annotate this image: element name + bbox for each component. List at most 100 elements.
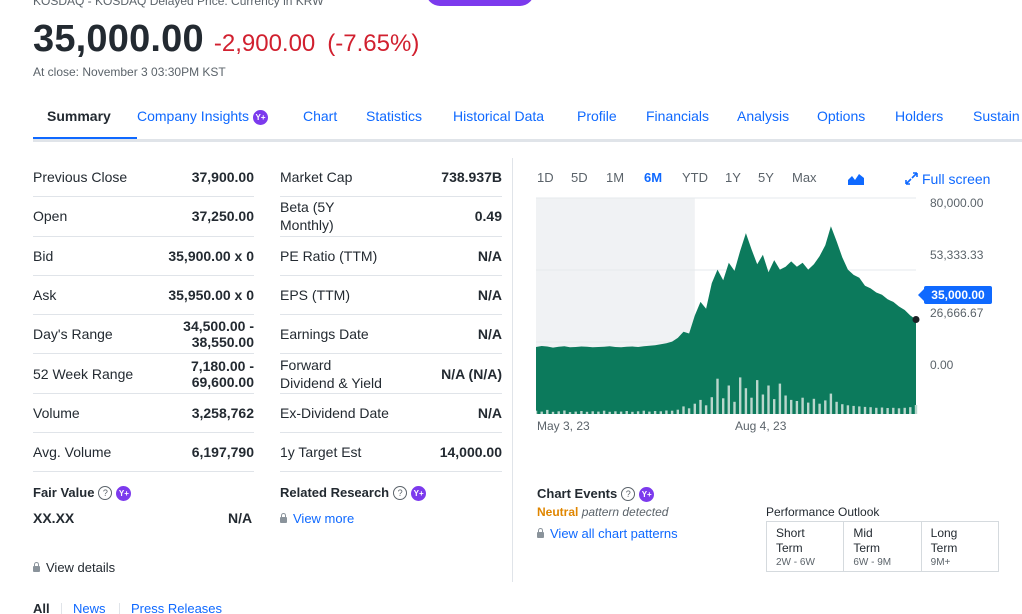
mountain-chart-icon[interactable] (848, 172, 864, 186)
tab-summary[interactable]: Summary (47, 108, 111, 124)
range-ytd[interactable]: YTD (682, 170, 708, 185)
volume-bar (699, 399, 702, 414)
tab-statistics[interactable]: Statistics (366, 108, 422, 124)
performance-outlook-title: Performance Outlook (766, 505, 880, 519)
volume-bar (795, 401, 799, 414)
tab-chart[interactable]: Chart (303, 108, 337, 124)
news-tab-news[interactable]: News (73, 601, 106, 614)
active-tab-indicator (33, 137, 137, 139)
tab-holders[interactable]: Holders (895, 108, 943, 124)
stat-label: Avg. Volume (33, 444, 112, 461)
volume-bar (903, 407, 906, 414)
related-research-title-text: Related Research (280, 485, 390, 500)
range-low: 7,180.00 - (190, 357, 254, 374)
stat-value: 738.937B (441, 169, 502, 186)
stat-value: 35,950.00 x 0 (168, 287, 254, 304)
stat-label: Volume (33, 404, 80, 421)
volume-bar (659, 411, 662, 414)
fullscreen-label: Full screen (922, 171, 991, 187)
tab-company-insights[interactable]: Company Insights Y+ (137, 108, 269, 125)
volume-bar (585, 411, 589, 414)
stat-value: 0.49 (474, 208, 502, 225)
performance-outlook-table[interactable]: Short Term 2W - 6W Mid Term 6W - 9M Long… (766, 521, 999, 572)
volume-bar (536, 410, 538, 414)
volume-bar (858, 406, 861, 414)
tab-label: Financials (646, 108, 710, 124)
view-chart-patterns-link[interactable]: View all chart patterns (537, 526, 678, 541)
volume-bar (756, 380, 759, 414)
help-icon[interactable]: ? (621, 487, 636, 501)
stat-value: 6,197,790 (191, 444, 254, 461)
volume-bar (909, 407, 912, 414)
range-6m[interactable]: 6M (644, 170, 663, 185)
volume-bar (602, 410, 606, 414)
lock-icon (280, 513, 287, 523)
tab-separator (61, 603, 62, 614)
upgrade-button[interactable] (426, 0, 534, 6)
stat-label: Previous Close (33, 169, 128, 186)
stat-row-target-est: 1y Target Est 14,000.00 (280, 433, 502, 473)
tab-historical-data[interactable]: Historical Data (453, 108, 544, 124)
stat-value: 3,258,762 (191, 404, 254, 421)
view-details-link[interactable]: View details (33, 560, 115, 575)
volume-bar (863, 406, 867, 414)
label-line: Beta (5Y (280, 199, 335, 216)
stat-label: Ask (33, 287, 57, 304)
stat-label: EPS (TTM) (280, 287, 350, 304)
range-1m[interactable]: 1M (606, 170, 625, 185)
stat-row-earnings-date: Earnings Date N/A (280, 315, 502, 355)
stat-label: Earnings Date (280, 326, 369, 343)
volume-bar (778, 383, 782, 414)
stat-row-eps: EPS (TTM) N/A (280, 276, 502, 316)
volume-bar (540, 411, 543, 414)
label-line: Dividend & Yield (280, 374, 382, 391)
fullscreen-button[interactable]: Full screen (905, 171, 990, 187)
stat-value: N/A (477, 247, 502, 264)
volume-bar (653, 411, 657, 414)
volume-bar (625, 411, 628, 414)
view-details-label: View details (46, 560, 116, 575)
tab-label: Sustain (973, 108, 1020, 124)
price-change-percent: (-7.65%) (327, 30, 420, 57)
range-max[interactable]: Max (792, 170, 817, 185)
stat-row-52-week-range: 52 Week Range 7,180.00 -69,600.00 (33, 354, 254, 394)
stats-table-left: Previous Close 37,900.00 Open 37,250.00 Bi… (33, 158, 254, 473)
fair-value-status: N/A (228, 510, 253, 526)
term-line: Mid (853, 526, 873, 540)
news-tab-press-releases[interactable]: Press Releases (131, 601, 223, 614)
price-change: -2,900.00 (213, 30, 316, 57)
volume-bar (852, 405, 855, 414)
stat-value: 34,500.00 -38,550.00 (183, 318, 254, 350)
range-1y[interactable]: 1Y (725, 170, 741, 185)
term-range: 2W - 6W (776, 557, 815, 568)
view-chart-patterns-label: View all chart patterns (550, 526, 678, 541)
volume-bar (642, 410, 645, 414)
view-more-link[interactable]: View more (280, 511, 354, 526)
help-icon[interactable]: ? (98, 486, 113, 500)
stats-table-right: Market Cap 738.937B Beta (5Y Monthly) 0.49 … (280, 158, 502, 473)
tab-profile[interactable]: Profile (577, 108, 617, 124)
tab-analysis[interactable]: Analysis (737, 108, 789, 124)
news-tab-all[interactable]: All (33, 601, 50, 614)
x-tick-label: Aug 4, 23 (735, 419, 787, 433)
lock-icon (33, 562, 40, 572)
tab-label: Summary (47, 108, 111, 124)
stat-label: Market Cap (280, 169, 353, 186)
range-high: 69,600.00 (191, 373, 254, 390)
volume-bar (631, 411, 634, 414)
tab-sustainability[interactable]: Sustain (973, 108, 1020, 124)
price-chart[interactable] (536, 190, 920, 416)
volume-bar (608, 411, 611, 414)
range-1d[interactable]: 1D (537, 170, 554, 185)
range-5d[interactable]: 5D (571, 170, 588, 185)
stat-value: N/A (477, 326, 502, 343)
range-5y[interactable]: 5Y (758, 170, 774, 185)
premium-badge-icon: Y+ (116, 486, 132, 501)
fair-value-title-text: Fair Value (33, 485, 95, 500)
volume-bar (619, 411, 623, 414)
help-icon[interactable]: ? (393, 486, 408, 500)
lock-icon (537, 528, 544, 538)
tab-financials[interactable]: Financials (646, 108, 709, 124)
tab-options[interactable]: Options (817, 108, 865, 124)
pattern-status: Neutral pattern detected (537, 505, 668, 519)
